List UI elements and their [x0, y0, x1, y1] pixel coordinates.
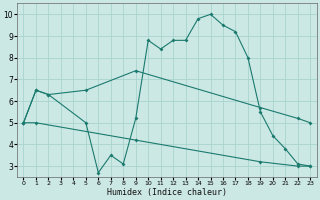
- X-axis label: Humidex (Indice chaleur): Humidex (Indice chaleur): [107, 188, 227, 197]
